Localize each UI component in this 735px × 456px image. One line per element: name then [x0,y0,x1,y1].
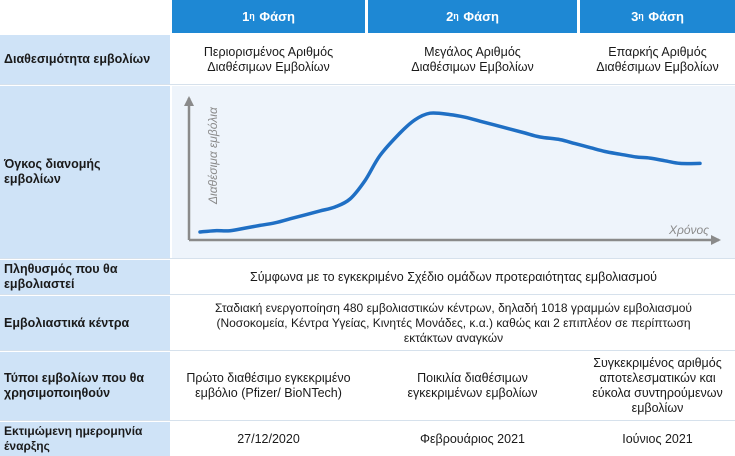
cell-line: Διαθέσιμων Εμβολίων [207,59,330,74]
cell-line: Μεγάλος Αριθμός [424,44,521,59]
phase-number: 1 [242,9,250,24]
population-cell: Σύμφωνα με το εγκεκριμένο Σχέδιο ομάδων … [172,260,735,294]
population-text: Σύμφωνα με το εγκεκριμένο Σχέδιο ομάδων … [249,269,657,284]
row-divider [0,294,735,295]
start-cell-phase-1: 27/12/2020 [172,422,365,456]
row-label-centers: Εμβολιαστικά κέντρα [0,296,170,350]
centers-line: εκτάκτων αναγκών [403,330,504,345]
cell-line: Διαθέσιμων Εμβολίων [596,59,719,74]
row-divider [0,350,735,351]
cell-line: εύκολα συντηρούμενων [592,386,723,400]
row-label-line: έναρξης [4,439,50,453]
phase-ordinal-suffix: η [249,10,255,21]
y-axis-label: Διαθέσιμα εμβόλια [206,106,220,205]
row-divider [0,258,735,259]
row-divider [0,84,735,85]
cell-line: Πρώτο διαθέσιμο εγκεκριμένο [186,371,351,385]
cell-line: εμβολίων [631,401,684,415]
cell-line: Περιορισμένος Αριθμός [203,44,334,59]
cell-line: Ποικιλία διαθέσιμων [417,371,528,385]
types-cell-phase-2: Ποικιλία διαθέσιμων εγκεκριμένων εμβολίων [368,352,577,420]
start-date: 27/12/2020 [237,431,300,446]
row-label-text: Εμβολιαστικά κέντρα [4,315,130,330]
centers-cell: Σταδιακή ενεργοποίηση 480 εμβολιαστικών … [172,296,735,350]
row-label-availability: Διαθεσιμότητα εμβολίων [0,35,170,84]
row-label-volume: Όγκος διανομής εμβολίων [0,86,170,258]
centers-line: (Νοσοκομεία, Κέντρα Υγείας, Κινητές Μονά… [216,315,691,330]
start-cell-phase-3: Ιούνιος 2021 [580,422,735,456]
row-label-line: χρησιμοποιηθούν [4,386,111,400]
types-cell-phase-1: Πρώτο διαθέσιμο εγκεκριμένο εμβόλιο (Pfiz… [172,352,365,420]
cell-line: εμβόλιο (Pfizer/ BioNTech) [195,386,342,400]
cell-line: Συγκεκριμένος αριθμός [593,356,722,370]
row-label-line: Τύποι εμβολίων που θα [4,371,145,385]
series-line [198,111,702,234]
phase-number: 2 [446,9,454,24]
start-date: Ιούνιος 2021 [622,431,693,446]
cell-line: Διαθέσιμων Εμβολίων [411,59,534,74]
row-label-types: Τύποι εμβολίων που θα χρησιμοποιηθούν [0,352,170,420]
distribution-chart: Διαθέσιμα εμβόλια Χρόνος [172,86,735,258]
availability-cell-phase-2: Μεγάλος Αριθμός Διαθέσιμων Εμβολίων [368,35,577,84]
x-axis-label: Χρόνος [668,223,709,237]
centers-line: Σταδιακή ενεργοποίηση 480 εμβολιαστικών … [215,300,692,315]
row-label-line: Πληθυσμός που θα [4,262,118,276]
row-label-text: Διαθεσιμότητα εμβολίων [4,52,151,66]
phase-word: Φάση [259,9,295,24]
row-label-line: εμβολιαστεί [4,277,75,291]
phase-ordinal-suffix: η [453,10,459,21]
row-label-start: Εκτιμώμενη ημερομηνία έναρξης [0,422,170,456]
cell-line: αποτελεσματικών και [599,371,716,385]
cell-line: Επαρκής Αριθμός [608,44,707,59]
row-label-population: Πληθυσμός που θα εμβολιαστεί [0,260,170,294]
distribution-chart-svg: Διαθέσιμα εμβόλια Χρόνος [184,96,721,245]
availability-cell-phase-1: Περιορισμένος Αριθμός Διαθέσιμων Εμβολίων [172,35,365,84]
start-date: Φεβρουάριος 2021 [419,431,525,446]
row-label-line: Όγκος διανομής [4,157,101,171]
start-cell-phase-2: Φεβρουάριος 2021 [368,422,577,456]
row-label-line: εμβολίων [4,172,61,186]
row-label-line: Εκτιμώμενη ημερομηνία [4,424,143,438]
row-divider [0,420,735,421]
phase-word: Φάση [463,9,499,24]
types-cell-phase-3: Συγκεκριμένος αριθμός αποτελεσματικών και… [580,352,735,420]
cell-line: εγκεκριμένων εμβολίων [407,386,538,400]
phase-number: 3 [631,9,639,24]
phase-word: Φάση [648,9,684,24]
phase-ordinal-suffix: η [638,10,644,21]
availability-cell-phase-3: Επαρκής Αριθμός Διαθέσιμων Εμβολίων [580,35,735,84]
